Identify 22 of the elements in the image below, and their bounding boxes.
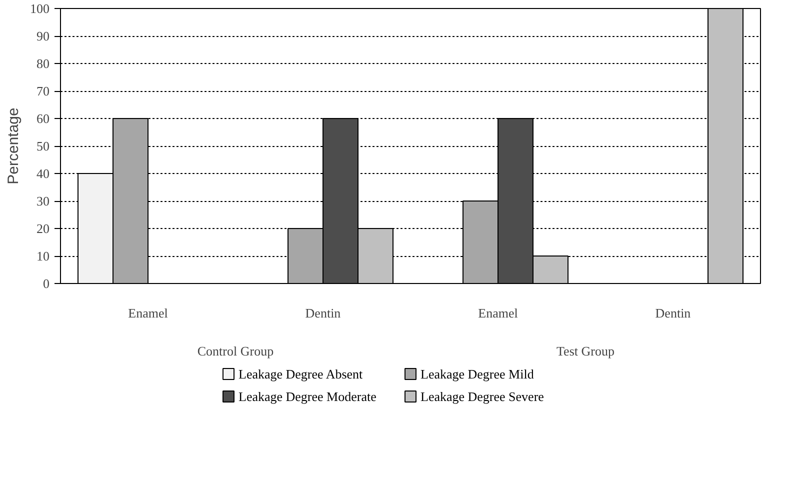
x-tick-label: Dentin	[305, 306, 342, 320]
legend-label: Leakage Degree Moderate	[238, 389, 377, 404]
legend-label: Leakage Degree Mild	[420, 366, 534, 382]
y-axis-title: Percentage	[5, 108, 22, 184]
y-tick-label: 40	[36, 166, 50, 181]
y-tick-label: 90	[36, 28, 50, 44]
x-tick-label: Enamel	[478, 306, 518, 320]
x-tick-label: Enamel	[128, 306, 168, 320]
y-tick-label: 20	[36, 221, 50, 236]
y-tick-label: 30	[36, 194, 50, 208]
text: Test Group	[556, 344, 614, 358]
y-tick-label: 10	[36, 248, 50, 264]
text: Control Group	[197, 344, 274, 358]
y-tick-label: 60	[36, 111, 50, 126]
y-tick-label: 50	[36, 138, 50, 154]
y-tick-label: 70	[36, 84, 50, 98]
legend-label: Leakage Degree Severe	[420, 389, 544, 404]
y-tick-label: 100	[30, 1, 50, 16]
x-tick-label: Dentin	[655, 306, 692, 320]
legend-label: Leakage Degree Absent	[238, 366, 364, 382]
y-tick-label: 80	[36, 56, 50, 71]
y-tick-label: 0	[43, 276, 50, 291]
